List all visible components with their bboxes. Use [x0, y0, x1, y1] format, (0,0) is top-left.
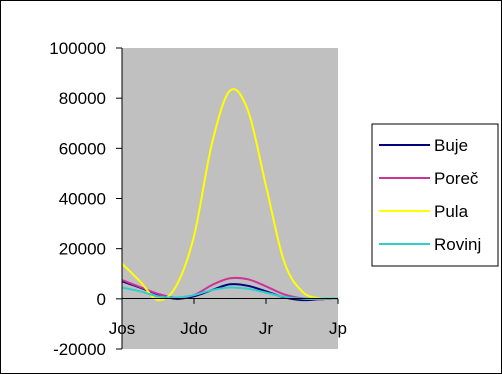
legend-label: Rovinj [434, 235, 481, 254]
y-tick-label: 80000 [59, 89, 106, 108]
x-tick-layer: Jos Jdo Jr Jp [109, 298, 347, 338]
series-line-pula [121, 88, 339, 302]
x-tick-label: Jdo [180, 319, 207, 338]
x-tick-label: Jr [259, 319, 274, 338]
legend-box [371, 123, 499, 267]
y-tick-label: 20000 [59, 240, 106, 259]
legend-label: Poreč [434, 169, 479, 188]
legend-label: Pula [434, 202, 469, 221]
y-tick-layer: 100000 80000 60000 40000 20000 0 -20000 [49, 39, 122, 359]
y-tick-label: 0 [97, 290, 106, 309]
x-tick-label: Jp [329, 319, 347, 338]
y-tick-label: 100000 [49, 39, 106, 58]
x-tick-label: Jos [109, 319, 135, 338]
plot-area [122, 48, 338, 349]
y-tick-label: 40000 [59, 190, 106, 209]
y-tick-label: -20000 [53, 340, 106, 359]
legend-label: Buje [434, 136, 468, 155]
legend: Buje Poreč Pula Rovinj [371, 123, 499, 267]
y-tick-label: 60000 [59, 139, 106, 158]
